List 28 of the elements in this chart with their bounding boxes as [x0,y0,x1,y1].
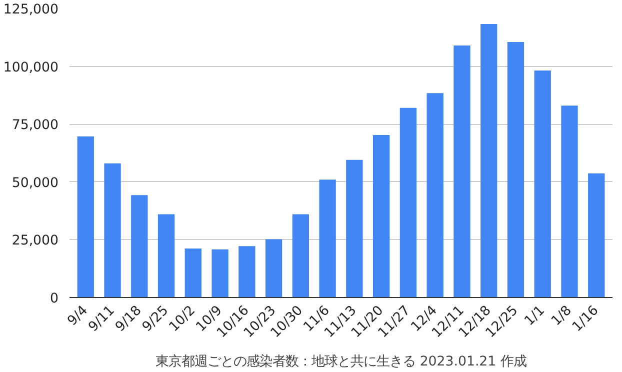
bar [426,93,444,298]
bar [454,45,470,298]
bar [588,173,605,298]
bar [77,136,94,298]
x-tick-label: 1/1 [522,303,548,329]
y-tick-label: 125,000 [3,2,59,18]
bar [104,163,121,298]
y-tick-label: 0 [50,292,59,306]
bar [212,249,228,298]
bar [534,70,551,298]
bar [319,180,336,298]
y-tick-label: 100,000 [3,60,59,76]
bar [561,106,578,298]
x-axis-title: 東京都週ごとの感染者数：地球と共に生きる 2023.01.21 作成 [156,354,526,370]
y-tick-label: 50,000 [12,176,59,191]
bar [131,195,148,298]
bar [158,214,175,298]
y-tick-label: 75,000 [12,118,59,134]
bar [372,134,390,298]
bar [238,246,256,298]
bar [265,239,282,298]
bar [184,248,202,298]
y-tick-label: 25,000 [12,234,59,249]
bar [292,214,310,298]
bar [400,108,417,298]
bar [346,160,363,298]
bar [480,24,498,298]
bar [507,42,524,298]
